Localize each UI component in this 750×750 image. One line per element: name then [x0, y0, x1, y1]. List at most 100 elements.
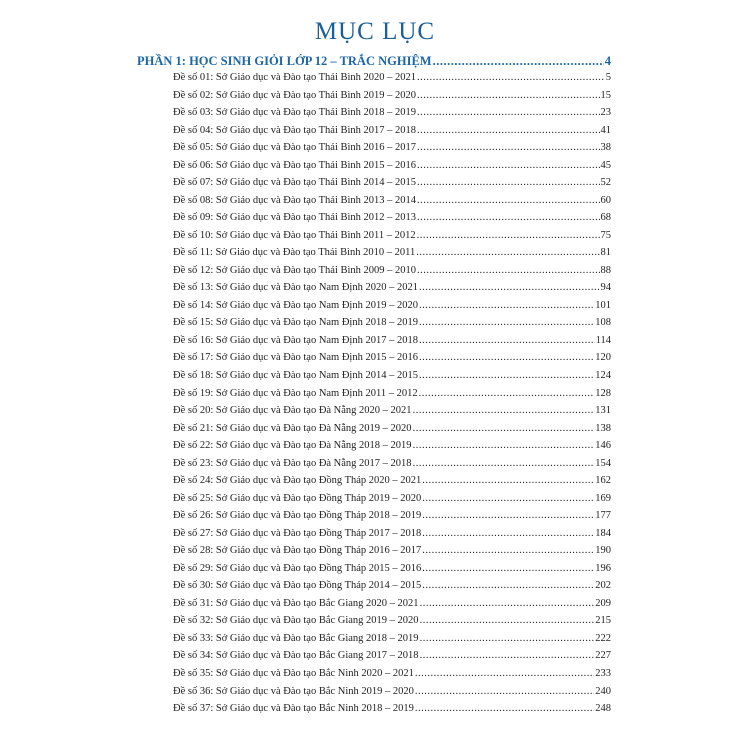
toc-entry[interactable]: Đề số 11: Sở Giáo dục và Đào tạo Thái Bì…	[173, 247, 611, 265]
entry-label: Đề số 24: Sở Giáo dục và Đào tạo Đồng Th…	[173, 475, 422, 487]
dot-leader	[422, 545, 594, 556]
entry-label: Đề số 17: Sở Giáo dục và Đào tạo Nam Địn…	[173, 352, 418, 364]
dot-leader	[417, 142, 599, 153]
entry-page-number: 23	[600, 107, 612, 119]
dot-leader	[419, 335, 595, 346]
dot-leader	[422, 510, 594, 521]
toc-entry[interactable]: Đề số 03: Sở Giáo dục và Đào tạo Thái Bì…	[173, 107, 611, 125]
entry-page-number: 88	[600, 264, 612, 276]
toc-entry[interactable]: Đề số 21: Sở Giáo dục và Đào tạo Đà Nẵng…	[173, 423, 611, 441]
entry-page-number: 45	[600, 159, 612, 171]
toc-entry[interactable]: Đề số 17: Sở Giáo dục và Đào tạo Nam Địn…	[173, 352, 611, 370]
toc-entry[interactable]: Đề số 24: Sở Giáo dục và Đào tạo Đồng Th…	[173, 475, 611, 493]
toc-entry[interactable]: Đề số 04: Sở Giáo dục và Đào tạo Thái Bì…	[173, 125, 611, 143]
entry-label: Đề số 07: Sở Giáo dục và Đào tạo Thái Bì…	[173, 177, 417, 189]
toc-entry[interactable]: Đề số 15: Sở Giáo dục và Đào tạo Nam Địn…	[173, 317, 611, 335]
toc-entry[interactable]: Đề số 37: Sở Giáo dục và Đào tạo Bắc Nin…	[173, 703, 611, 721]
entry-label: Đề số 06: Sở Giáo dục và Đào tạo Thái Bì…	[173, 159, 417, 171]
dot-leader	[422, 475, 594, 486]
toc-entry[interactable]: Đề số 19: Sở Giáo dục và Đào tạo Nam Địn…	[173, 388, 611, 406]
toc-entry[interactable]: Đề số 20: Sở Giáo dục và Đào tạo Đà Nẵng…	[173, 405, 611, 423]
dot-leader	[419, 300, 594, 311]
toc-entry[interactable]: Đề số 31: Sở Giáo dục và Đào tạo Bắc Gia…	[173, 598, 611, 616]
part-page-number: 4	[604, 54, 611, 68]
entry-label: Đề số 14: Sở Giáo dục và Đào tạo Nam Địn…	[173, 299, 418, 311]
entry-label: Đề số 25: Sở Giáo dục và Đào tạo Đồng Th…	[173, 492, 422, 504]
entry-page-number: 169	[595, 492, 611, 504]
entry-label: Đề số 20: Sở Giáo dục và Đào tạo Đà Nẵng…	[173, 405, 412, 417]
entry-label: Đề số 35: Sở Giáo dục và Đào tạo Bắc Nin…	[173, 668, 414, 680]
entry-label: Đề số 36: Sở Giáo dục và Đào tạo Bắc Nin…	[173, 685, 414, 697]
toc-entry[interactable]: Đề số 27: Sở Giáo dục và Đào tạo Đồng Th…	[173, 528, 611, 546]
toc-entry[interactable]: Đề số 22: Sở Giáo dục và Đào tạo Đà Nẵng…	[173, 440, 611, 458]
toc-entry[interactable]: Đề số 06: Sở Giáo dục và Đào tạo Thái Bì…	[173, 160, 611, 178]
dot-leader	[415, 703, 594, 714]
toc-entry[interactable]: Đề số 01: Sở Giáo dục và Đào tạo Thái Bì…	[173, 72, 611, 90]
dot-leader	[413, 423, 595, 434]
entry-label: Đề số 10: Sở Giáo dục và Đào tạo Thái Bì…	[173, 229, 416, 241]
entry-page-number: 190	[595, 545, 611, 557]
entry-page-number: 120	[595, 352, 611, 364]
toc-entry[interactable]: Đề số 29: Sở Giáo dục và Đào tạo Đồng Th…	[173, 563, 611, 581]
toc-entry[interactable]: Đề số 16: Sở Giáo dục và Đào tạo Nam Địn…	[173, 335, 611, 353]
entry-page-number: 154	[595, 457, 611, 469]
entry-label: Đề số 02: Sở Giáo dục và Đào tạo Thái Bì…	[173, 89, 417, 101]
toc-entry[interactable]: Đề số 05: Sở Giáo dục và Đào tạo Thái Bì…	[173, 142, 611, 160]
toc-entry[interactable]: Đề số 35: Sở Giáo dục và Đào tạo Bắc Nin…	[173, 668, 611, 686]
dot-leader	[419, 370, 594, 381]
toc-entry[interactable]: Đề số 18: Sở Giáo dục và Đào tạo Nam Địn…	[173, 370, 611, 388]
entry-label: Đề số 26: Sở Giáo dục và Đào tạo Đồng Th…	[173, 510, 422, 522]
entry-page-number: 222	[595, 632, 611, 644]
entry-label: Đề số 21: Sở Giáo dục và Đào tạo Đà Nẵng…	[173, 422, 412, 434]
dot-leader	[417, 160, 599, 171]
toc-entry[interactable]: Đề số 30: Sở Giáo dục và Đào tạo Đồng Th…	[173, 580, 611, 598]
toc-entry[interactable]: Đề số 09: Sở Giáo dục và Đào tạo Thái Bì…	[173, 212, 611, 230]
entry-label: Đề số 29: Sở Giáo dục và Đào tạo Đồng Th…	[173, 562, 422, 574]
entry-page-number: 227	[595, 650, 611, 662]
entry-label: Đề số 31: Sở Giáo dục và Đào tạo Bắc Gia…	[173, 597, 419, 609]
toc-entry[interactable]: Đề số 25: Sở Giáo dục và Đào tạo Đồng Th…	[173, 493, 611, 511]
dot-leader	[417, 212, 599, 223]
toc-entry[interactable]: Đề số 28: Sở Giáo dục và Đào tạo Đồng Th…	[173, 545, 611, 563]
entry-page-number: 138	[595, 422, 611, 434]
toc-entry[interactable]: Đề số 02: Sở Giáo dục và Đào tạo Thái Bì…	[173, 90, 611, 108]
toc-entry[interactable]: Đề số 33: Sở Giáo dục và Đào tạo Bắc Gia…	[173, 633, 611, 651]
dot-leader	[413, 405, 595, 416]
toc-entry[interactable]: Đề số 23: Sở Giáo dục và Đào tạo Đà Nẵng…	[173, 458, 611, 476]
toc-entry[interactable]: Đề số 36: Sở Giáo dục và Đào tạo Bắc Nin…	[173, 686, 611, 704]
dot-leader	[420, 650, 595, 661]
entry-page-number: 184	[595, 527, 611, 539]
entry-label: Đề số 28: Sở Giáo dục và Đào tạo Đồng Th…	[173, 545, 422, 557]
entry-page-number: 5	[605, 72, 611, 83]
toc-entry[interactable]: Đề số 32: Sở Giáo dục và Đào tạo Bắc Gia…	[173, 615, 611, 633]
entry-label: Đề số 11: Sở Giáo dục và Đào tạo Thái Bì…	[173, 247, 416, 259]
toc-entry[interactable]: Đề số 12: Sở Giáo dục và Đào tạo Thái Bì…	[173, 265, 611, 283]
toc-entry[interactable]: Đề số 34: Sở Giáo dục và Đào tạo Bắc Gia…	[173, 650, 611, 668]
toc-part-heading[interactable]: PHẦN 1: HỌC SINH GIỎI LỚP 12 – TRẮC NGHI…	[137, 54, 611, 69]
entry-page-number: 146	[595, 440, 611, 452]
dot-leader	[422, 493, 594, 504]
toc-entry[interactable]: Đề số 14: Sở Giáo dục và Đào tạo Nam Địn…	[173, 300, 611, 318]
toc-entry[interactable]: Đề số 08: Sở Giáo dục và Đào tạo Thái Bì…	[173, 195, 611, 213]
toc-entry[interactable]: Đề số 13: Sở Giáo dục và Đào tạo Nam Địn…	[173, 282, 611, 300]
dot-leader	[419, 282, 600, 293]
entry-label: Đề số 12: Sở Giáo dục và Đào tạo Thái Bì…	[173, 264, 417, 276]
entry-label: Đề số 37: Sở Giáo dục và Đào tạo Bắc Nin…	[173, 703, 414, 715]
dot-leader	[417, 177, 599, 188]
entry-page-number: 131	[595, 405, 611, 417]
entry-page-number: 101	[595, 299, 611, 311]
dot-leader	[420, 598, 595, 609]
entry-page-number: 215	[595, 615, 611, 627]
entry-page-number: 240	[595, 685, 611, 697]
toc-entry[interactable]: Đề số 10: Sở Giáo dục và Đào tạo Thái Bì…	[173, 230, 611, 248]
page-title: MỤC LỤC	[314, 18, 436, 45]
entry-page-number: 128	[595, 387, 611, 399]
dot-leader	[417, 230, 600, 241]
toc-entry[interactable]: Đề số 07: Sở Giáo dục và Đào tạo Thái Bì…	[173, 177, 611, 195]
dot-leader	[416, 247, 599, 258]
entry-label: Đề số 30: Sở Giáo dục và Đào tạo Đồng Th…	[173, 580, 422, 592]
entry-page-number: 68	[600, 212, 612, 224]
entry-page-number: 60	[600, 194, 612, 206]
toc-entry[interactable]: Đề số 26: Sở Giáo dục và Đào tạo Đồng Th…	[173, 510, 611, 528]
entry-label: Đề số 33: Sở Giáo dục và Đào tạo Bắc Gia…	[173, 632, 419, 644]
